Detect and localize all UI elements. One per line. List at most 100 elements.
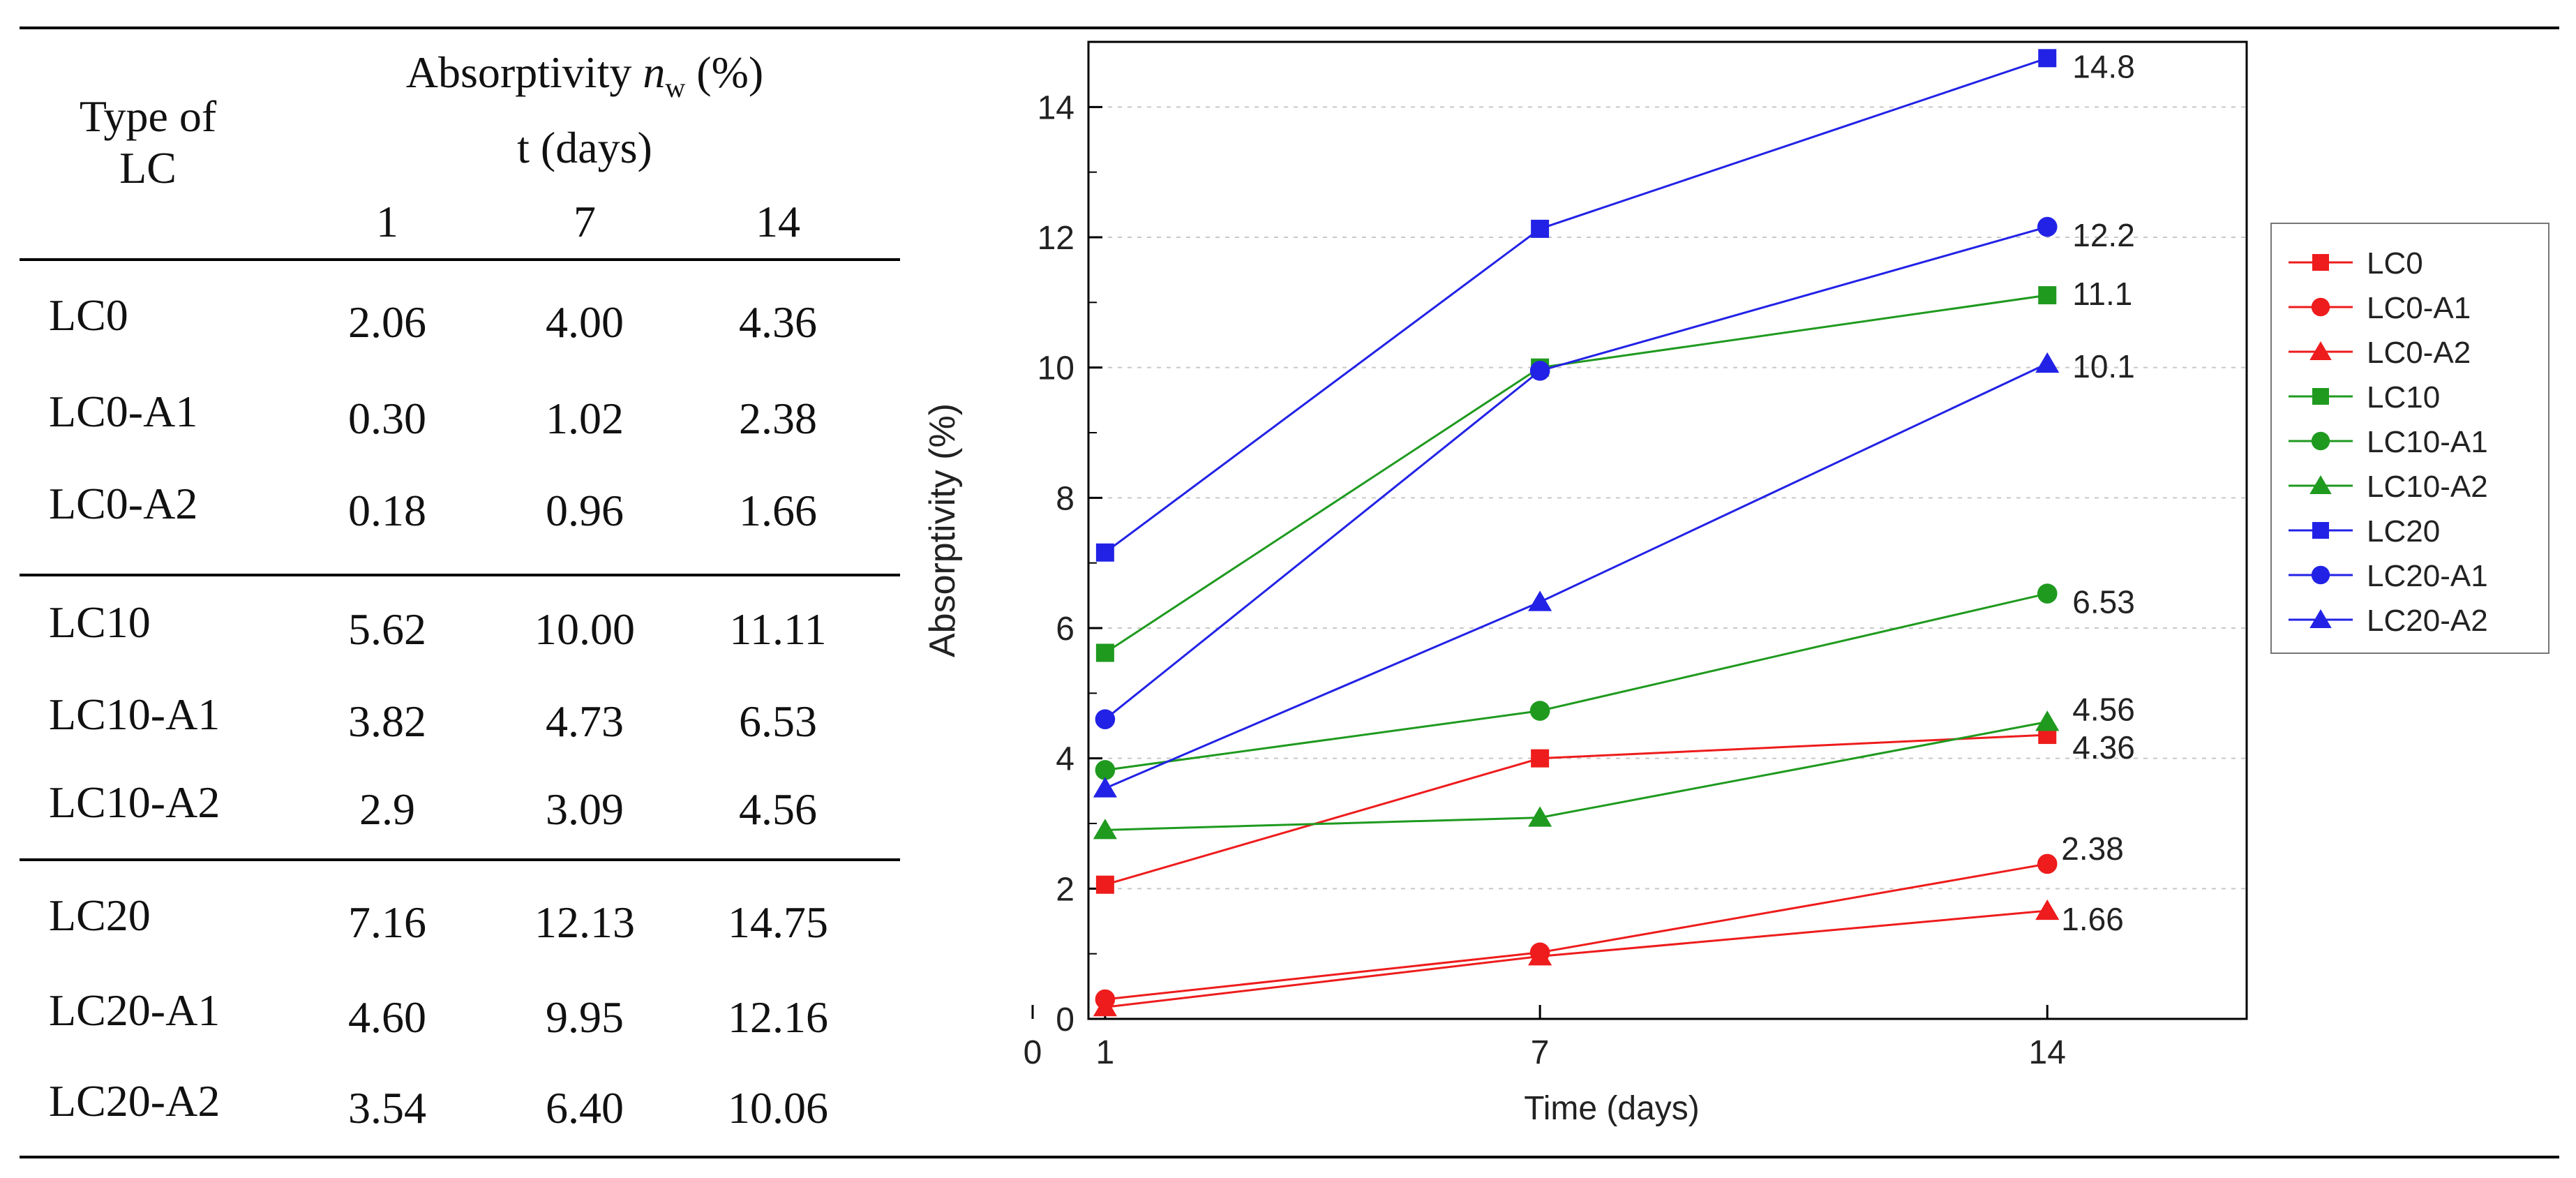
x-tick-label: 14: [2029, 1034, 2066, 1071]
data-point: [2035, 352, 2060, 373]
end-value-label: 1.66: [2061, 901, 2124, 937]
group-rule-1: [20, 574, 900, 576]
cell-v14: 10.06: [728, 1083, 828, 1133]
data-point: [1095, 543, 1114, 562]
x-axis-label: Time (days): [1524, 1090, 1700, 1127]
series-line: [1104, 909, 2048, 1008]
cell-v1: 3.54: [348, 1083, 426, 1133]
type-header-line2: LC: [119, 143, 177, 193]
row-type-label: LC20-A1: [49, 985, 220, 1035]
absorptivity-table: Type of LC Absorptivity nw (%) t (days) …: [0, 0, 914, 1178]
nw-symbol: n: [643, 47, 666, 97]
data-point: [1528, 590, 1552, 611]
cell-v14: 1.66: [739, 486, 817, 535]
header-rule: [20, 258, 900, 261]
row-type-label: LC0: [49, 290, 128, 340]
legend-marker: [2311, 431, 2330, 451]
y-tick-label: 4: [1056, 741, 1074, 778]
day-col-7: 7: [574, 197, 596, 246]
data-point: [1093, 995, 1117, 1017]
series-line: [1104, 720, 2048, 831]
cell-v7: 10.00: [534, 604, 635, 654]
data-point: [2037, 216, 2058, 237]
series-line: [1104, 57, 2048, 553]
legend-entries: LC0 LC0-A1 LC0-A2 LC10 LC10-A1 LC10-A2 LC20 LC2…: [2289, 246, 2488, 638]
cell-v14: 4.36: [739, 297, 817, 347]
end-value-label: 2.38: [2061, 830, 2124, 867]
cell-v7: 4.00: [546, 297, 624, 347]
absorptivity-header: Absorptivity nw (%): [405, 47, 764, 103]
cell-v7: 3.09: [546, 784, 624, 834]
cell-v14: 2.38: [739, 394, 817, 443]
legend-label: LC20: [2367, 514, 2440, 549]
cell-v7: 9.95: [546, 992, 624, 1042]
cell-v7: 0.96: [546, 486, 624, 535]
end-labels: 14.8 12.2 11.1 10.1 6.53 4.564.36 2.38 1.66: [2061, 48, 2135, 937]
legend-label: LC10-A2: [2367, 470, 2488, 504]
row-type-label: LC0-A1: [49, 387, 198, 436]
legend-marker: [2311, 565, 2330, 585]
legend-marker: [2311, 297, 2330, 317]
data-point: [1531, 749, 1550, 768]
series-line: [1104, 592, 2048, 771]
legend-marker: [2309, 475, 2332, 494]
y-tick-label: 14: [1038, 89, 1074, 126]
end-value-label: 4.36: [2072, 729, 2135, 766]
data-point: [2037, 583, 2058, 604]
series-markers: [1093, 49, 2060, 1017]
cell-v7: 12.13: [534, 897, 635, 947]
row-type-label: LC0-A2: [49, 479, 198, 528]
data-point: [2035, 899, 2060, 920]
day-col-1: 1: [376, 197, 398, 246]
cell-v1: 5.62: [348, 604, 426, 654]
cell-v1: 7.16: [348, 897, 426, 947]
data-point: [1528, 945, 1552, 966]
y-tick-label: 12: [1038, 220, 1074, 257]
cell-v1: 3.82: [348, 696, 426, 746]
data-point: [2037, 853, 2058, 874]
type-header: Type of LC: [80, 91, 216, 194]
cell-v1: 4.60: [348, 992, 426, 1042]
legend-marker: [2309, 609, 2332, 628]
end-value-label: 12.2: [2072, 217, 2135, 253]
data-point: [1095, 643, 1114, 662]
cell-v1: 0.18: [348, 486, 426, 535]
end-value-label: 11.1: [2072, 276, 2132, 312]
cell-v7: 4.73: [546, 696, 624, 746]
data-point: [1095, 875, 1114, 894]
legend-label: LC10-A1: [2367, 425, 2488, 459]
series-line: [1104, 863, 2048, 1001]
data-point: [1093, 777, 1117, 798]
x-tick-label: 0: [1024, 1034, 1042, 1071]
end-value-label: 6.53: [2072, 584, 2135, 620]
data-point: [1529, 361, 1550, 381]
data-point: [1095, 709, 1116, 729]
data-point: [1529, 701, 1550, 721]
y-axis-label: Absorptivity (%): [922, 403, 963, 657]
cell-v1: 2.06: [348, 297, 426, 347]
type-header-line1: Type of: [79, 91, 217, 141]
end-value-label: 4.56: [2072, 691, 2135, 727]
row-type-label: LC10: [49, 597, 151, 647]
legend-label: LC0: [2367, 246, 2423, 281]
cell-v1: 0.30: [348, 394, 426, 443]
cell-v7: 6.40: [546, 1083, 624, 1133]
data-point: [1095, 760, 1116, 780]
end-value-label: 10.1: [2072, 348, 2135, 385]
legend-marker: [2309, 341, 2332, 360]
cell-v14: 4.56: [739, 784, 817, 834]
grid-lines: [1088, 106, 2247, 890]
group-rule-2: [20, 858, 900, 861]
cell-v7: 1.02: [546, 394, 624, 443]
top-rule: [20, 27, 2559, 29]
y-tick-label: 10: [1038, 350, 1074, 387]
legend-marker: [2312, 388, 2329, 405]
series-lines: [1104, 57, 2048, 1008]
y-tick-label: 0: [1056, 1001, 1074, 1038]
cell-v14: 6.53: [739, 696, 817, 746]
cell-v14: 14.75: [728, 897, 828, 947]
legend-label: LC20-A1: [2367, 559, 2488, 593]
data-point: [2035, 710, 2060, 731]
